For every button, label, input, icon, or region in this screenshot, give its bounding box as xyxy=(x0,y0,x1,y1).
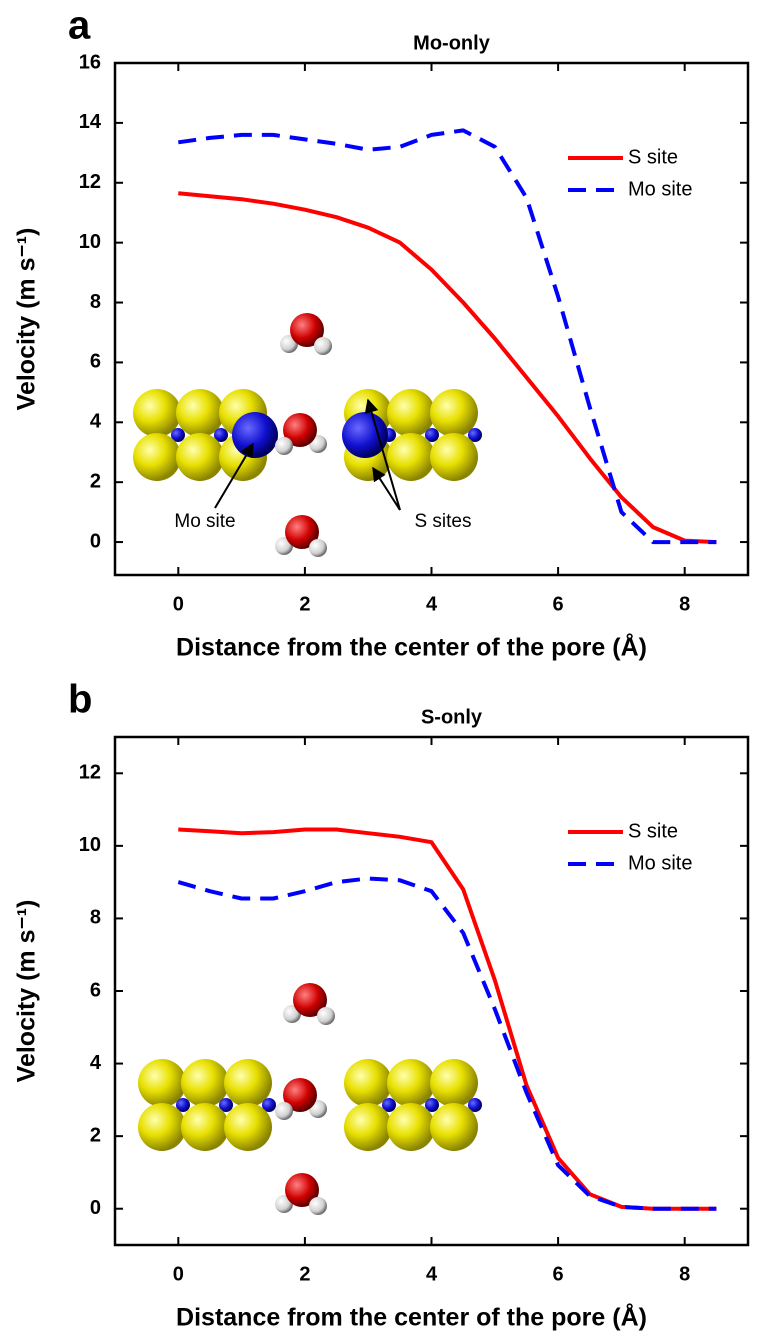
annotation: Mo site xyxy=(174,511,235,532)
data-line xyxy=(178,827,717,1211)
x-axis-label: Distance from the center of the pore (Å) xyxy=(176,1303,647,1332)
legend-label: Mo site xyxy=(628,852,692,874)
x-axis-label: Distance from the center of the pore (Å) xyxy=(176,633,647,662)
atom xyxy=(285,515,319,549)
atom xyxy=(285,1173,319,1207)
atom xyxy=(138,1103,186,1151)
x-tick-label: 0 xyxy=(173,593,184,615)
y-tick-label: 6 xyxy=(90,979,101,1001)
legend-label: S site xyxy=(628,146,678,168)
x-tick-label: 6 xyxy=(553,593,564,615)
atom xyxy=(309,1197,327,1215)
panel: b S-only Distance from the center of the p… xyxy=(13,678,750,1332)
x-tick-label: 8 xyxy=(679,593,690,615)
atom xyxy=(387,433,435,481)
atom xyxy=(181,1059,229,1107)
atom xyxy=(430,1059,478,1107)
atom xyxy=(275,1102,293,1120)
y-tick-label: 10 xyxy=(79,231,101,253)
chart-title: S-only xyxy=(421,706,483,728)
legend-label: Mo site xyxy=(628,178,692,200)
y-tick-label: 6 xyxy=(90,351,101,373)
panel-label: a xyxy=(68,4,91,48)
y-tick-label: 2 xyxy=(90,1124,101,1146)
y-tick-label: 10 xyxy=(79,834,101,856)
atom xyxy=(344,1103,392,1151)
atom xyxy=(283,1078,317,1112)
panel-label: b xyxy=(68,678,92,722)
x-tick-label: 2 xyxy=(299,593,310,615)
y-tick-label: 12 xyxy=(79,171,101,193)
atom xyxy=(176,389,224,437)
atom xyxy=(133,389,181,437)
plot-frame xyxy=(113,61,750,577)
y-tick-label: 2 xyxy=(90,470,101,492)
annotation: S sites xyxy=(414,511,471,532)
y-tick-label: 16 xyxy=(79,51,101,73)
atom xyxy=(232,412,278,458)
atom xyxy=(283,413,317,447)
atom xyxy=(176,1098,190,1112)
atom xyxy=(214,428,228,442)
atom xyxy=(138,1059,186,1107)
annotation-arrow xyxy=(372,466,401,511)
x-tick-label: 8 xyxy=(679,1263,690,1285)
legend-label: S site xyxy=(628,820,678,842)
atom xyxy=(317,1007,335,1025)
atom xyxy=(382,1098,396,1112)
atom xyxy=(224,1103,272,1151)
x-tick-label: 0 xyxy=(173,1263,184,1285)
atom xyxy=(387,1059,435,1107)
atom xyxy=(219,1098,233,1112)
x-tick-label: 6 xyxy=(553,1263,564,1285)
chart-title: Mo-only xyxy=(413,32,491,54)
x-tick-label: 2 xyxy=(299,1263,310,1285)
atom xyxy=(342,412,388,458)
atom xyxy=(344,1059,392,1107)
y-tick-label: 4 xyxy=(90,1052,102,1074)
plot-frame xyxy=(113,735,750,1247)
annotation-arrow xyxy=(364,398,401,511)
atom xyxy=(430,389,478,437)
atom xyxy=(425,428,439,442)
y-axis-label: Velocity (m s⁻¹) xyxy=(13,900,41,1083)
y-tick-label: 0 xyxy=(90,530,101,552)
atom xyxy=(387,389,435,437)
y-tick-label: 8 xyxy=(90,907,101,929)
atom xyxy=(293,983,327,1017)
atom xyxy=(387,1103,435,1151)
atom xyxy=(468,1098,482,1112)
y-axis-label: Velocity (m s⁻¹) xyxy=(13,228,41,411)
atom xyxy=(309,539,327,557)
atom xyxy=(314,337,332,355)
y-tick-label: 12 xyxy=(79,762,101,784)
x-tick-label: 4 xyxy=(426,593,438,615)
atom xyxy=(430,1103,478,1151)
data-line xyxy=(177,876,717,1211)
inset-illustration xyxy=(138,983,482,1215)
panel: a Mo-only Distance from the center of the … xyxy=(13,4,750,662)
atom xyxy=(430,433,478,481)
atom xyxy=(262,1098,276,1112)
data-line xyxy=(178,128,717,545)
y-tick-label: 0 xyxy=(90,1197,101,1219)
data-line xyxy=(178,191,717,545)
atom xyxy=(171,428,185,442)
x-tick-label: 4 xyxy=(426,1263,438,1285)
annotation-arrow xyxy=(214,442,254,509)
atom xyxy=(176,433,224,481)
y-tick-label: 14 xyxy=(79,111,102,133)
atom xyxy=(468,428,482,442)
atom xyxy=(290,313,324,347)
atom xyxy=(425,1098,439,1112)
atom xyxy=(224,1059,272,1107)
atom xyxy=(275,437,293,455)
y-tick-label: 8 xyxy=(90,291,101,313)
atom xyxy=(133,433,181,481)
atom xyxy=(181,1103,229,1151)
y-tick-label: 4 xyxy=(90,411,102,433)
